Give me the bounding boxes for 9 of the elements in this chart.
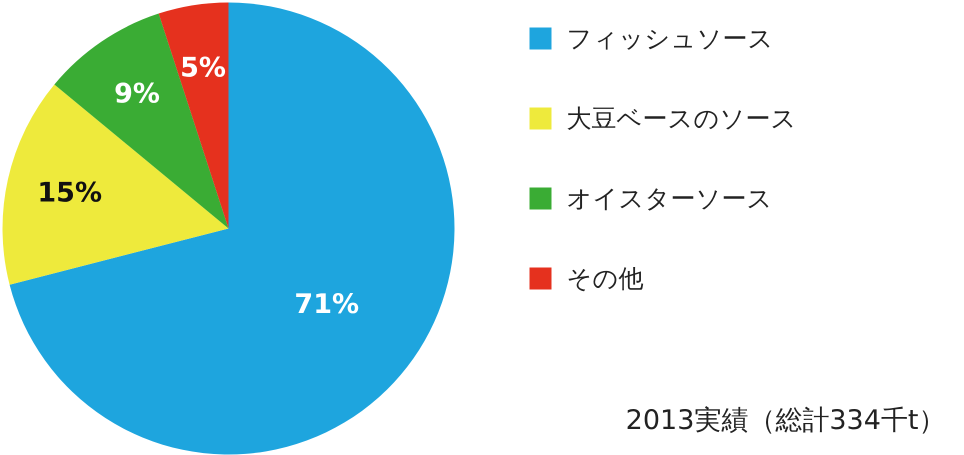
- legend-label: 大豆ベースのソース: [566, 104, 796, 133]
- legend-label: オイスターソース: [566, 184, 772, 213]
- data-label: 5%: [180, 52, 226, 84]
- data-label: 71%: [294, 289, 360, 320]
- data-label: 15%: [37, 178, 102, 209]
- data-label: 9%: [114, 78, 160, 110]
- legend-label: その他: [566, 264, 644, 293]
- legend-label: フィッシュソース: [566, 24, 774, 53]
- text: 2013実績（総計334千t）: [626, 405, 946, 436]
